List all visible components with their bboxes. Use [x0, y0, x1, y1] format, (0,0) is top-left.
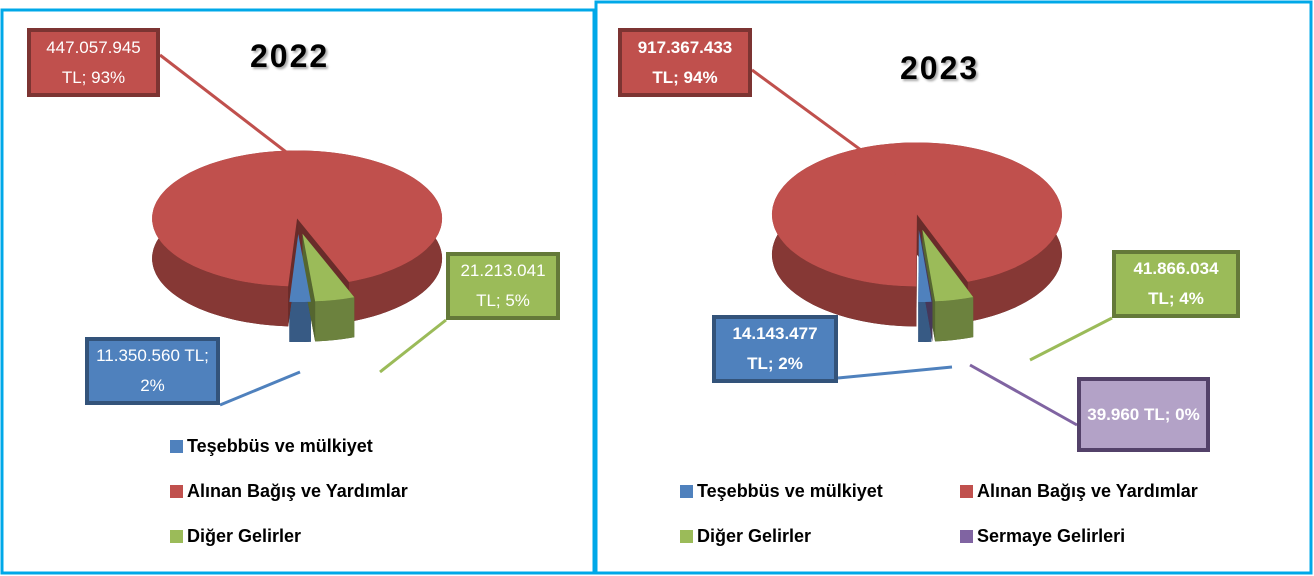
pie-slice: [302, 233, 355, 302]
chart-title: 2022: [250, 38, 330, 74]
leader-line: [837, 365, 953, 380]
pie-slice: [289, 233, 311, 302]
leader-line: [219, 370, 301, 407]
legend-item: Alınan Bağış ve Yardımlar: [960, 481, 1198, 502]
leader-line: [1029, 316, 1113, 362]
legend-swatch: [170, 485, 183, 498]
legend-item: Teşebbüs ve mülkiyet: [680, 481, 883, 502]
pie-slice: [771, 142, 1062, 287]
legend-swatch: [170, 530, 183, 543]
legend-swatch: [960, 530, 973, 543]
legend-label: Alınan Bağış ve Yardımlar: [187, 481, 408, 501]
data-label: 39.960 TL; 0%: [1077, 377, 1210, 452]
legend-label: Diğer Gelirler: [187, 526, 302, 546]
legend-label: Sermaye Gelirleri: [977, 526, 1126, 546]
leader-line: [159, 53, 291, 157]
legend-swatch: [960, 485, 973, 498]
pie-slice-side: [916, 214, 917, 327]
leader-line: [751, 68, 896, 177]
pie-slice: [918, 229, 932, 302]
legend-swatch: [170, 440, 183, 453]
pie-slice-side: [302, 233, 316, 342]
data-label: 447.057.945 TL; 93%: [27, 28, 160, 97]
chart-title: 2023: [900, 50, 980, 86]
leader-line: [969, 363, 1078, 427]
data-label: 41.866.034 TL; 4%: [1112, 250, 1240, 318]
pie-slice-side: [315, 297, 355, 342]
legend-label: Teşebbüs ve mülkiyet: [697, 481, 883, 501]
pie-slice-side: [935, 297, 974, 342]
legend-swatch: [680, 530, 693, 543]
pie-slice: [922, 229, 974, 302]
pie-slice: [152, 150, 443, 287]
panel-border: [594, 0, 1313, 575]
legend-item: Diğer Gelirler: [170, 526, 301, 547]
leader-line: [379, 318, 447, 374]
legend-item: Teşebbüs ve mülkiyet: [170, 436, 373, 457]
legend-swatch: [680, 485, 693, 498]
panel-border: [0, 8, 596, 575]
pie-slice-side: [289, 301, 311, 342]
legend-item: Sermaye Gelirleri: [960, 526, 1125, 547]
data-label: 917.367.433 TL; 94%: [618, 28, 752, 97]
legend-item: Alınan Bağış ve Yardımlar: [170, 481, 408, 502]
legend-label: Teşebbüs ve mülkiyet: [187, 436, 373, 456]
legend-label: Diğer Gelirler: [697, 526, 812, 546]
data-label: 11.350.560 TL; 2%: [85, 337, 220, 405]
legend-item: Diğer Gelirler: [680, 526, 811, 547]
pie-slice: [919, 229, 933, 302]
data-label: 14.143.477 TL; 2%: [712, 315, 838, 383]
data-label: 21.213.041 TL; 5%: [446, 252, 560, 320]
legend-label: Alınan Bağış ve Yardımlar: [977, 481, 1198, 501]
